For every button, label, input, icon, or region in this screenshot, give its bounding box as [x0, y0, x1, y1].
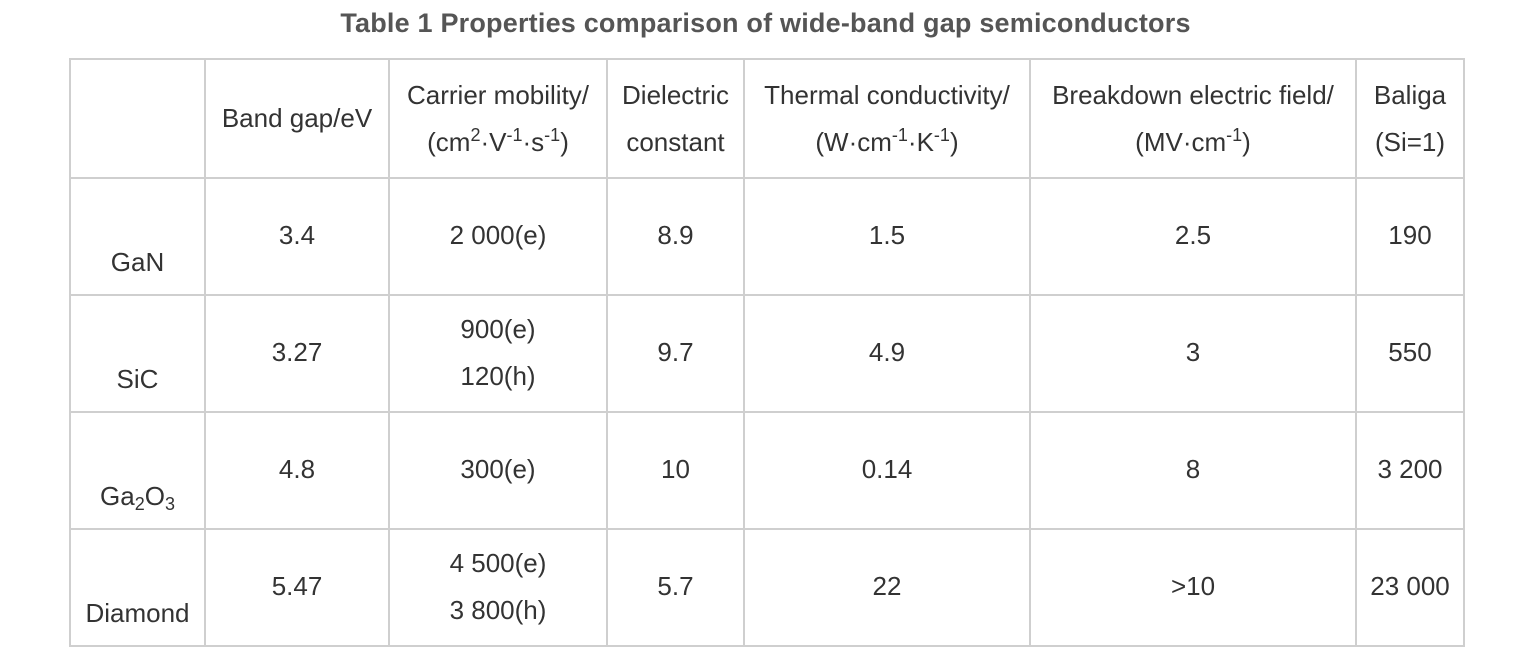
header-baliga-unit: (Si=1) — [1374, 126, 1446, 157]
header-mobility-label: Carrier mobility/ — [406, 79, 590, 110]
header-cell-baliga: Baliga (Si=1) — [1355, 58, 1465, 179]
material-cell: Ga2O3 — [69, 411, 206, 530]
table-caption: Table 1 Properties comparison of wide-ba… — [340, 8, 1191, 38]
table-row-ga2o3: Ga2O3 4.8 300(e) 10 0.14 8 3 200 — [69, 410, 1465, 530]
header-baliga-label: Baliga — [1373, 79, 1447, 110]
band-gap-cell: 3.27 — [204, 293, 390, 412]
baliga-cell: 190 — [1355, 176, 1465, 295]
material-label: Ga2O3 — [100, 481, 175, 515]
thermal-cell: 0.14 — [743, 410, 1031, 529]
material-label: Diamond — [85, 598, 190, 628]
band-gap-cell: 4.8 — [204, 410, 390, 529]
baliga-cell: 23 000 — [1355, 527, 1465, 646]
breakdown-cell: >10 — [1029, 527, 1357, 646]
header-mobility-unit: (cm2·V-1·s-1) — [427, 124, 569, 157]
mobility-value: 300(e) — [460, 454, 536, 484]
header-breakdown-label: Breakdown electric field/ — [1052, 79, 1334, 110]
header-thermal-label: Thermal conductivity/ — [764, 79, 1010, 110]
header-cell-band-gap: Band gap/eV — [204, 58, 390, 179]
baliga-cell: 550 — [1355, 293, 1465, 412]
header-cell-carrier-mobility: Carrier mobility/ (cm2·V-1·s-1) — [388, 58, 608, 179]
properties-table: Band gap/eV Carrier mobility/ (cm2·V-1·s… — [69, 58, 1465, 647]
mobility-value-hole: 3 800(h) — [449, 594, 547, 625]
header-cell-dielectric: Dielectric constant — [606, 58, 745, 179]
header-dielectric-label: Dielectric — [622, 79, 729, 110]
material-cell: SiC — [69, 294, 206, 413]
mobility-cell: 2 000(e) — [388, 176, 608, 295]
dielectric-cell: 8.9 — [606, 176, 745, 295]
mobility-cell: 4 500(e) 3 800(h) — [388, 527, 608, 646]
header-dielectric-label-2: constant — [626, 126, 725, 157]
mobility-value-hole: 120(h) — [460, 360, 536, 391]
band-gap-cell: 5.47 — [204, 527, 390, 646]
table-row-diamond: Diamond 5.47 4 500(e) 3 800(h) 5.7 22 >1… — [69, 527, 1465, 647]
dielectric-cell: 9.7 — [606, 293, 745, 412]
header-cell-empty — [69, 58, 206, 179]
material-label: SiC — [116, 364, 159, 394]
dielectric-cell: 10 — [606, 410, 745, 529]
header-cell-thermal-conductivity: Thermal conductivity/ (W·cm-1·K-1) — [743, 58, 1031, 179]
header-row: Band gap/eV Carrier mobility/ (cm2·V-1·s… — [69, 58, 1465, 179]
dielectric-cell: 5.7 — [606, 527, 745, 646]
mobility-value: 2 000(e) — [449, 220, 547, 250]
breakdown-cell: 2.5 — [1029, 176, 1357, 295]
table-row-sic: SiC 3.27 900(e) 120(h) 9.7 4.9 3 550 — [69, 293, 1465, 413]
breakdown-cell: 3 — [1029, 293, 1357, 412]
mobility-cell: 300(e) — [388, 410, 608, 529]
mobility-value-electron: 900(e) — [460, 313, 536, 344]
thermal-cell: 22 — [743, 527, 1031, 646]
mobility-cell: 900(e) 120(h) — [388, 293, 608, 412]
header-band-gap-label: Band gap/eV — [221, 103, 373, 133]
table-row-gan: GaN 3.4 2 000(e) 8.9 1.5 2.5 190 — [69, 176, 1465, 296]
thermal-cell: 4.9 — [743, 293, 1031, 412]
header-cell-breakdown-field: Breakdown electric field/ (MV·cm-1) — [1029, 58, 1357, 179]
mobility-value-electron: 4 500(e) — [449, 547, 547, 578]
thermal-cell: 1.5 — [743, 176, 1031, 295]
header-breakdown-unit: (MV·cm-1) — [1135, 124, 1251, 157]
baliga-cell: 3 200 — [1355, 410, 1465, 529]
material-cell: GaN — [69, 177, 206, 296]
material-label: GaN — [110, 247, 165, 277]
header-thermal-unit: (W·cm-1·K-1) — [815, 124, 959, 157]
breakdown-cell: 8 — [1029, 410, 1357, 529]
material-cell: Diamond — [69, 528, 206, 647]
band-gap-cell: 3.4 — [204, 176, 390, 295]
